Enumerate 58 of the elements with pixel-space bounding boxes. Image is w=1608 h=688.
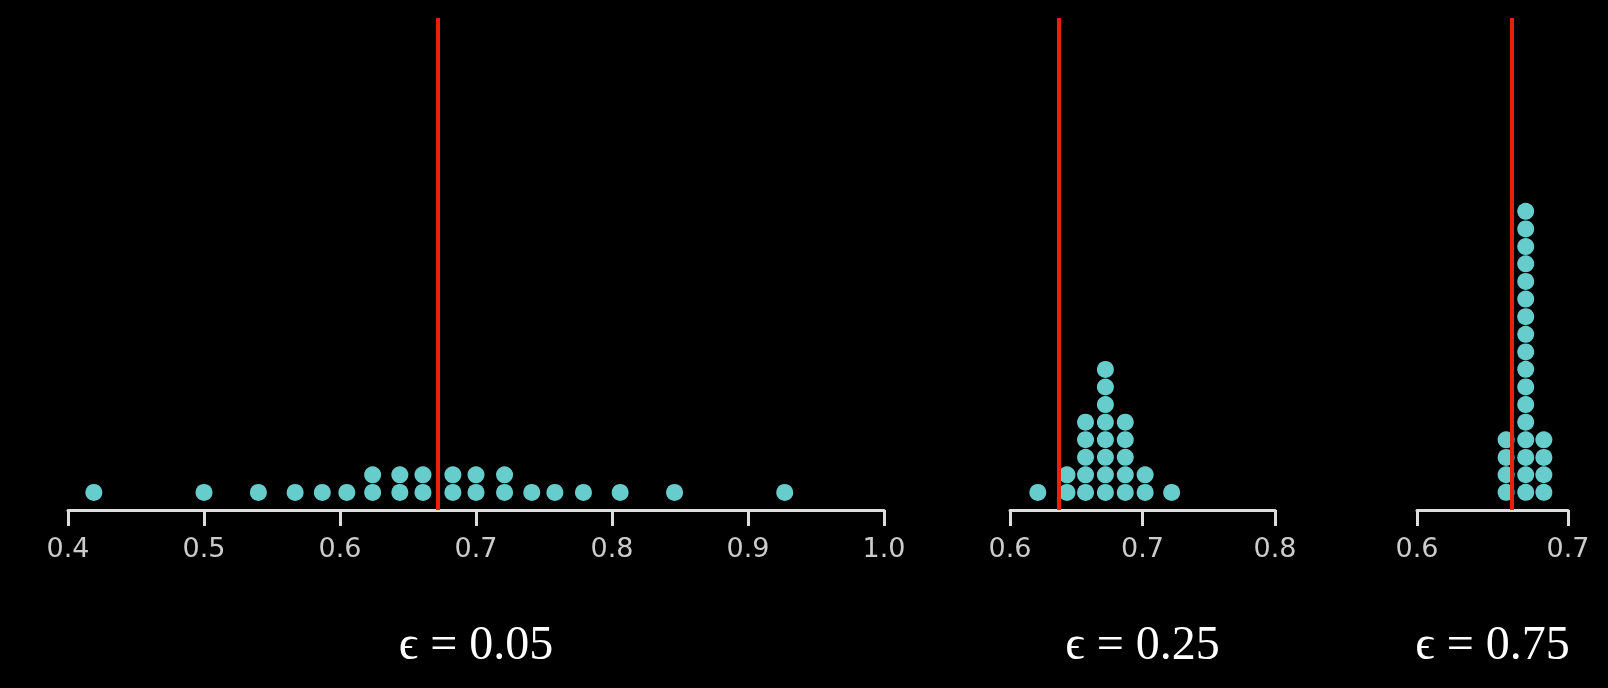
point (1517, 378, 1535, 396)
point (1517, 360, 1535, 378)
point (1517, 466, 1535, 484)
x-tick-label: 0.7 (1546, 532, 1590, 563)
point (1535, 448, 1553, 466)
point (1517, 431, 1535, 449)
point (1116, 413, 1134, 431)
point (1517, 396, 1535, 414)
x-tick-label: 0.9 (726, 532, 770, 563)
x-tick-label: 1.0 (862, 532, 906, 563)
point (1096, 483, 1114, 501)
point (1517, 413, 1535, 431)
point (1163, 483, 1181, 501)
point (1517, 325, 1535, 343)
point (1517, 290, 1535, 308)
point (1517, 255, 1535, 273)
point (1077, 413, 1095, 431)
point (1096, 378, 1114, 396)
x-axis-title: ϵ = 0.25 (1065, 615, 1220, 669)
x-tick-label: 0.8 (1253, 532, 1297, 563)
point (1096, 360, 1114, 378)
point (1517, 202, 1535, 220)
x-tick-label: 0.6 (988, 532, 1032, 563)
point (1116, 466, 1134, 484)
x-tick-label: 0.8 (590, 532, 634, 563)
x-tick-label: 0.6 (1395, 532, 1439, 563)
point (1096, 396, 1114, 414)
point (1116, 448, 1134, 466)
x-axis-title: ϵ = 0.75 (1415, 615, 1570, 669)
point (1517, 483, 1535, 501)
point (1136, 483, 1154, 501)
point (1535, 431, 1553, 449)
point (1136, 466, 1154, 484)
point (1077, 483, 1095, 501)
point (1517, 220, 1535, 238)
point (1116, 483, 1134, 501)
point (1077, 431, 1095, 449)
point (1517, 308, 1535, 326)
point (1096, 448, 1114, 466)
point (1517, 272, 1535, 290)
point (1517, 343, 1535, 361)
point (1077, 448, 1095, 466)
point (1116, 431, 1134, 449)
x-tick-label: 0.5 (182, 532, 226, 563)
point (1535, 483, 1553, 501)
x-tick-label: 0.7 (1121, 532, 1164, 563)
x-axis-title: ϵ = 0.05 (398, 615, 554, 669)
x-tick-label: 0.6 (318, 532, 362, 563)
point (1517, 238, 1535, 256)
point (1096, 431, 1114, 449)
x-tick-label: 0.4 (46, 532, 90, 563)
point (1096, 466, 1114, 484)
point (1096, 413, 1114, 431)
point (1517, 448, 1535, 466)
point (1029, 483, 1047, 501)
x-tick-label: 0.7 (454, 532, 498, 563)
point (1535, 466, 1553, 484)
point (1077, 466, 1095, 484)
